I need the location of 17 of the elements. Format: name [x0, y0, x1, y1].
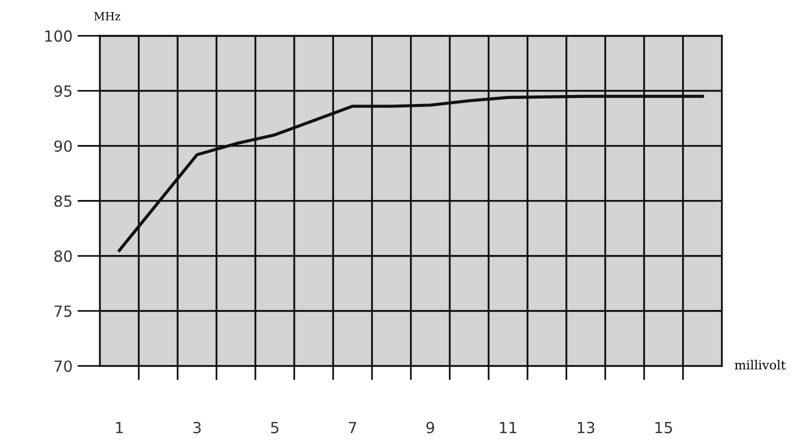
y-tick-label: 70 — [54, 360, 72, 372]
y-tick-label: 95 — [54, 85, 72, 97]
x-tick-label: 15 — [656, 422, 672, 434]
y-tick-label: 90 — [54, 140, 72, 152]
x-tick-label: 3 — [193, 422, 201, 434]
x-tick-label: 1 — [116, 422, 123, 434]
x-tick-label: 9 — [426, 422, 434, 434]
x-tick-label: 5 — [271, 422, 278, 434]
x-tick-label: 11 — [500, 422, 516, 434]
y-tick-label: 85 — [54, 195, 72, 207]
x-tick-label: 7 — [348, 422, 356, 434]
y-tick-label: 75 — [54, 306, 72, 317]
y-tick-label: 80 — [54, 250, 72, 262]
x-axis-title: millivolt — [734, 360, 786, 370]
x-tick-label: 13 — [578, 422, 594, 434]
y-axis-title: MHz — [94, 12, 120, 20]
y-tick-label: 100 — [45, 30, 72, 42]
